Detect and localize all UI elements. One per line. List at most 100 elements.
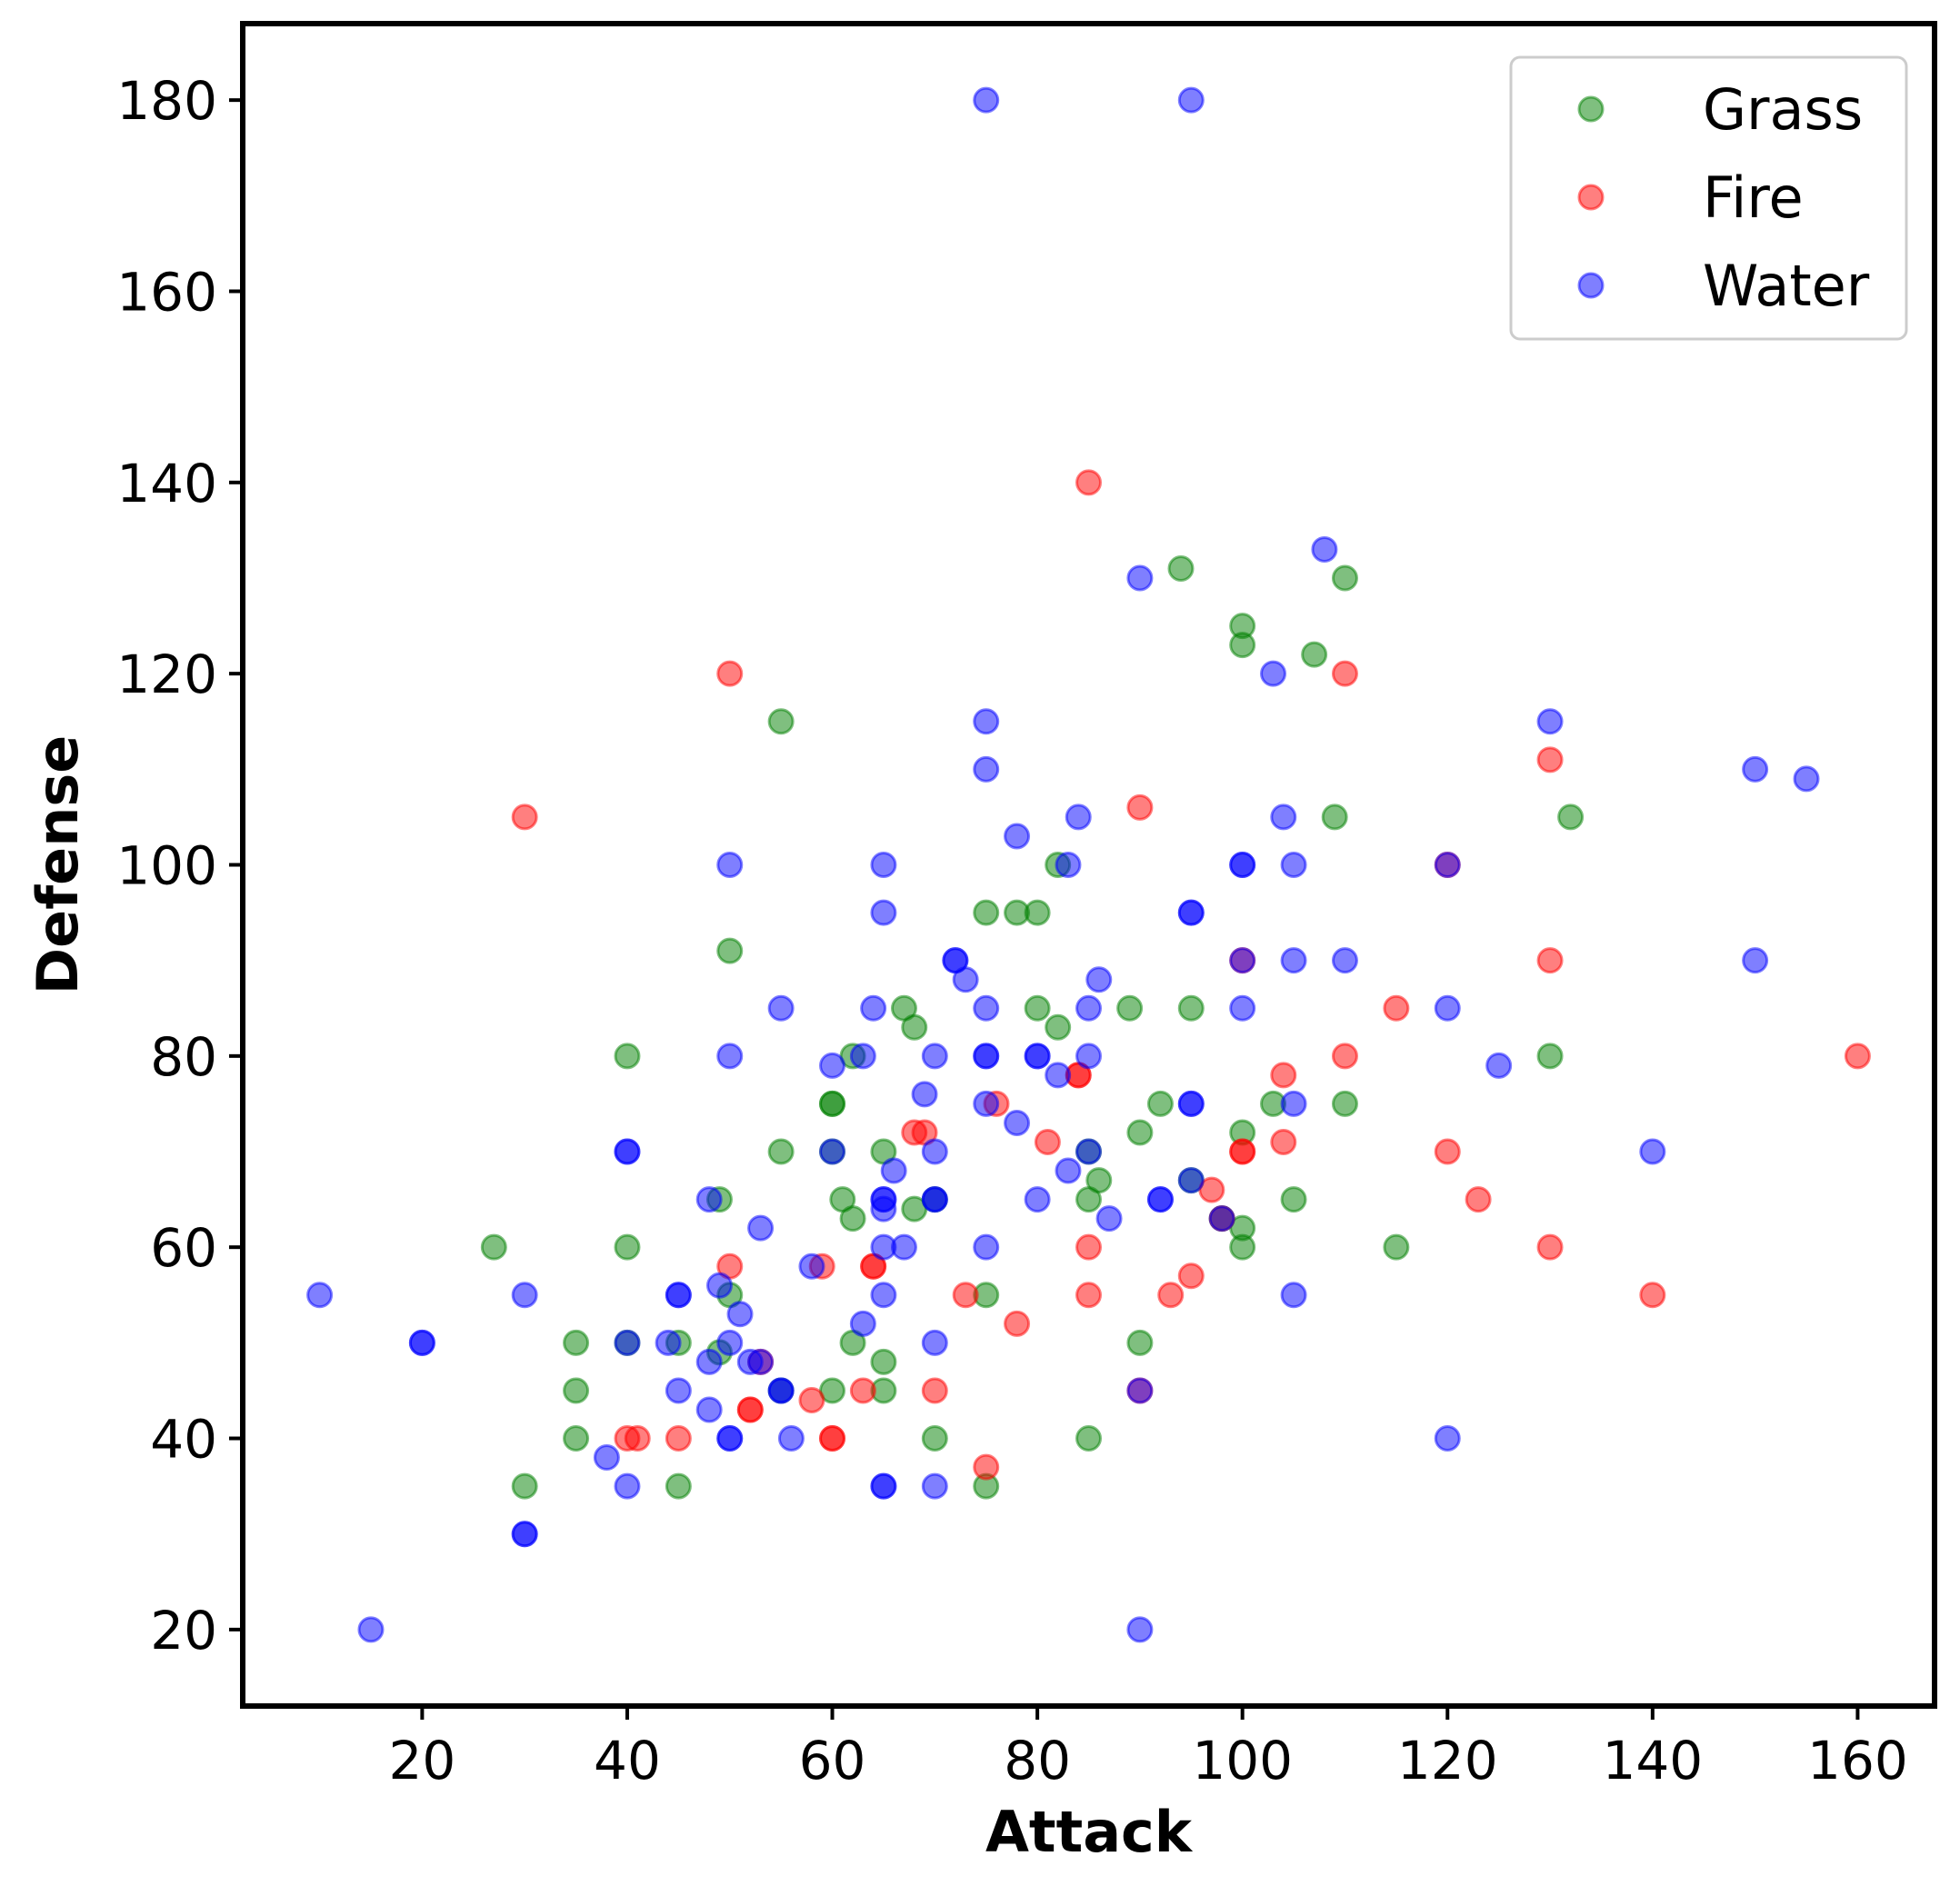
grass-point — [1229, 632, 1256, 659]
water-point — [1177, 899, 1205, 926]
water-point — [695, 1396, 723, 1423]
water-point — [921, 1329, 948, 1356]
legend-marker-grass — [1577, 95, 1605, 123]
y-tick-label: 120 — [116, 644, 217, 705]
fire-point — [1157, 1282, 1185, 1309]
fire-point — [1270, 1062, 1297, 1089]
legend-marker-fire — [1577, 184, 1605, 211]
water-point — [1126, 1377, 1154, 1404]
water-point — [665, 1377, 692, 1404]
grass-point — [1045, 1013, 1072, 1041]
water-point — [614, 1138, 641, 1165]
fire-point — [1177, 1262, 1205, 1290]
water-point — [747, 1214, 775, 1242]
grass-point — [1167, 554, 1195, 582]
grass-point — [1116, 994, 1144, 1022]
water-point — [1024, 1043, 1051, 1070]
water-point — [1434, 994, 1461, 1022]
y-tick-label: 140 — [116, 453, 217, 514]
water-point — [614, 1329, 641, 1356]
water-point — [921, 1472, 948, 1500]
water-point — [911, 1081, 938, 1108]
y-axis-label: Defense — [25, 735, 91, 995]
water-point — [798, 1252, 825, 1280]
fire-point — [798, 1386, 825, 1413]
fire-point — [1383, 994, 1410, 1022]
grass-point — [614, 1043, 641, 1070]
water-point — [880, 1157, 907, 1184]
water-point — [1024, 1186, 1051, 1213]
water-point — [1045, 1062, 1072, 1089]
water-point — [849, 1043, 876, 1070]
fire-point — [973, 1453, 1000, 1481]
water-point — [860, 994, 887, 1022]
fire-point — [716, 660, 744, 687]
water-point — [511, 1521, 538, 1548]
grass-point — [901, 1013, 928, 1041]
fire-point — [1465, 1186, 1492, 1213]
grass-point — [563, 1329, 590, 1356]
water-point — [1434, 852, 1461, 878]
water-point — [1311, 535, 1338, 563]
fire-point — [1536, 1233, 1564, 1261]
x-axis-ticks: 20 40 60 80 100 120 140 160 — [388, 1706, 1908, 1791]
water-point — [1229, 947, 1256, 974]
water-point — [1075, 994, 1102, 1022]
water-point — [1639, 1138, 1666, 1165]
water-point — [726, 1301, 754, 1328]
water-point — [870, 1472, 897, 1500]
x-axis-label: Attack — [985, 1799, 1194, 1865]
water-point — [973, 755, 1000, 783]
water-point — [973, 1043, 1000, 1070]
water-point — [767, 994, 795, 1022]
grass-point — [563, 1377, 590, 1404]
water-point — [921, 1043, 948, 1070]
water-point — [655, 1329, 682, 1356]
legend-label-fire: Fire — [1703, 165, 1804, 231]
fire-point — [1075, 469, 1102, 496]
water-point — [705, 1272, 733, 1299]
water-point — [1146, 1186, 1174, 1213]
y-axis-ticks: 20 40 60 80 100 120 140 160 180 — [116, 70, 243, 1661]
y-tick-label: 100 — [116, 835, 217, 897]
grass-point — [819, 1090, 846, 1117]
water-point — [1177, 1090, 1205, 1117]
y-tick-label: 40 — [150, 1409, 217, 1471]
water-point — [1331, 947, 1358, 974]
grass-point — [1536, 1043, 1564, 1070]
grass-point — [1321, 803, 1348, 831]
x-tick-label: 120 — [1397, 1730, 1498, 1791]
fire-point — [736, 1396, 764, 1423]
fire-point — [1075, 1233, 1102, 1261]
water-point — [1055, 1157, 1082, 1184]
water-point — [593, 1444, 620, 1472]
water-point — [1004, 1109, 1031, 1136]
grass-point — [973, 899, 1000, 926]
water-point — [306, 1282, 334, 1309]
water-point — [665, 1282, 692, 1309]
x-tick-label: 60 — [799, 1730, 866, 1791]
fire-point — [1639, 1282, 1666, 1309]
grass-point — [767, 708, 795, 735]
water-point — [890, 1233, 917, 1261]
water-point — [695, 1186, 723, 1213]
water-point — [1177, 1167, 1205, 1194]
water-point — [777, 1425, 805, 1452]
water-point — [973, 1090, 1000, 1117]
water-point — [819, 1052, 846, 1079]
grass-point — [511, 1472, 538, 1500]
water-point — [1485, 1052, 1513, 1079]
water-point — [1280, 1090, 1307, 1117]
water-point — [614, 1472, 641, 1500]
legend: Grass Fire Water — [1509, 55, 1908, 341]
y-tick-label: 20 — [150, 1600, 217, 1661]
fire-point — [1126, 793, 1154, 821]
fire-point — [1331, 660, 1358, 687]
grass-point — [480, 1233, 507, 1261]
fire-point — [1536, 947, 1564, 974]
fire-point — [1536, 746, 1564, 773]
water-point — [1270, 803, 1297, 831]
water-point — [1229, 852, 1256, 878]
water-point — [921, 1186, 948, 1213]
